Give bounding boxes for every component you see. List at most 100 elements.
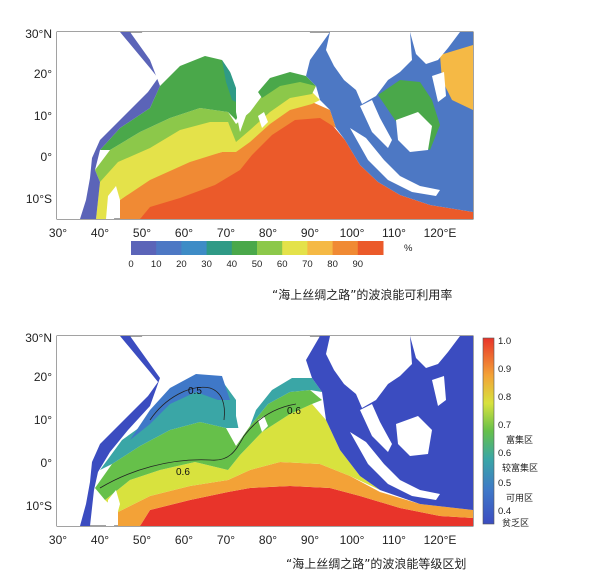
map1-colorbar-tick: 30 <box>201 259 212 270</box>
zone-label-rich: 富集区 <box>506 434 533 446</box>
map1-lon-label: 100° <box>340 226 365 240</box>
map1-colorbar-swatch <box>181 241 208 255</box>
map1-lon-label: 30° <box>49 226 67 240</box>
map1-colorbar-ticks: 0 10 20 30 40 50 60 70 80 90 <box>128 259 363 270</box>
map2-lon-label: 30° <box>49 533 67 547</box>
map2-field-green <box>95 390 322 500</box>
map2-lat-label: 10° <box>34 413 52 427</box>
map-wave-energy-grade-zoning: 0.5 0.6 0.6 30°N 20° 10° 0° 10°S 30° 40°… <box>25 331 538 547</box>
map2-lat-label: 10°S <box>26 499 52 513</box>
map2-colorbar-ticks: 1.0 0.9 0.8 0.7 0.6 0.5 0.4 <box>498 336 511 517</box>
map1-land-borneo <box>396 112 432 152</box>
map1-colorbar-tick: 0 <box>128 259 133 270</box>
map1-lat-labels: 30°N 20° 10° 0° 10°S <box>25 27 52 206</box>
map2-colorbar-tick: 0.7 <box>498 420 511 431</box>
map1-field-green <box>100 56 316 150</box>
map1-colorbar-swatch <box>131 241 157 255</box>
map2-land-borneo <box>396 416 432 456</box>
map1-lat-label: 10°S <box>26 192 52 206</box>
map1-lon-label: 60° <box>175 226 193 240</box>
map2-land-philippines-china <box>410 336 460 406</box>
map2-field-blue-arabian <box>130 374 230 440</box>
map1-caption: “海上丝绸之路”的波浪能可利用率 <box>272 288 453 302</box>
map2-lon-label: 70° <box>217 533 235 547</box>
map2-zone-labels: 富集区 较富集区 可用区 贫乏区 <box>502 434 538 529</box>
map1-lon-label: 50° <box>133 226 151 240</box>
map2-land-madagascar <box>106 490 120 526</box>
map2-land-indochina <box>326 336 412 408</box>
map1-land-africa-arabia <box>57 32 158 219</box>
map2-lon-label: 60° <box>175 533 193 547</box>
map1-colorbar <box>131 241 384 255</box>
map1-colorbar-tick: 50 <box>252 259 263 270</box>
zone-label-poor: 贫乏区 <box>502 517 529 529</box>
map2-contour-label: 0.5 <box>188 386 202 397</box>
map2-field-red <box>140 486 473 526</box>
map1-colorbar-swatch <box>206 241 233 255</box>
map1-lon-label: 90° <box>301 226 319 240</box>
map1-colorbar-swatch <box>357 241 384 255</box>
map1-colorbar-swatch <box>307 241 334 255</box>
map1-colorbar-swatch <box>332 241 359 255</box>
map1-lon-label: 120°E <box>424 226 457 240</box>
map1-field-orange <box>120 102 336 219</box>
map2-lon-label: 80° <box>259 533 277 547</box>
map1-colorbar-swatch <box>282 241 308 255</box>
map1-colorbar-tick: 60 <box>277 259 288 270</box>
map1-land-sumatra-java <box>350 128 440 196</box>
map1-lat-label: 20° <box>34 67 52 81</box>
map2-contour-label: 0.6 <box>287 406 301 417</box>
map2-contour-label: 0.6 <box>176 467 190 478</box>
map1-land-india <box>228 32 310 132</box>
map1-land-arabia-persia <box>142 32 232 58</box>
map2-land-arabia-persia <box>142 336 232 362</box>
map1-lon-label: 40° <box>91 226 109 240</box>
map1-lon-label: 80° <box>259 226 277 240</box>
map2-colorbar-tick: 0.6 <box>498 448 511 459</box>
map1-land-malay <box>360 100 392 148</box>
map-wave-energy-availability: 30°N 20° 10° 0° 10°S 30° 40° 50° 60° 70°… <box>25 27 474 270</box>
map1-colorbar-tick: 10 <box>151 259 162 270</box>
map2-field-orange <box>118 462 473 526</box>
map1-lat-label: 0° <box>41 150 53 164</box>
map1-colorbar-swatch <box>257 241 283 255</box>
map2-lat-label: 30°N <box>25 331 52 345</box>
map2-lon-label: 40° <box>91 533 109 547</box>
map1-lat-label: 10° <box>34 109 52 123</box>
map2-land-sumatra-java <box>350 432 440 500</box>
map1-colorbar-swatch <box>156 241 182 255</box>
map2-colorbar-tick: 0.8 <box>498 392 511 403</box>
map2-colorbar-tick: 0.4 <box>498 506 511 517</box>
map1-field-red <box>140 110 473 219</box>
map1-colorbar-tick: 70 <box>302 259 313 270</box>
map2-land-india <box>228 336 310 436</box>
map1-colorbar-tick: 90 <box>353 259 364 270</box>
map1-field-lime <box>95 80 316 182</box>
map2-land-malay <box>360 404 392 452</box>
zone-label-fairly-rich: 较富集区 <box>502 462 538 474</box>
map1-land-philippines-china <box>410 32 460 102</box>
map2-field-yellow <box>105 404 380 512</box>
map1-colorbar-swatch <box>231 241 258 255</box>
map1-lon-label: 110° <box>382 226 406 240</box>
map2-colorbar <box>482 337 495 525</box>
map2-lat-label: 20° <box>34 370 52 384</box>
map1-land-indochina <box>326 32 412 104</box>
map2-lon-label: 110° <box>382 533 406 547</box>
map2-lon-label: 120°E <box>424 533 457 547</box>
map1-lat-label: 30°N <box>25 27 52 41</box>
map2-lat-label: 0° <box>41 456 53 470</box>
map2-colorbar-tick: 0.5 <box>498 478 511 489</box>
map2-lon-labels: 30° 40° 50° 60° 70° 80° 90° 100° 110° 12… <box>49 533 456 547</box>
map2-land-sri-lanka <box>258 416 268 432</box>
map2-lon-label: 90° <box>301 533 319 547</box>
map1-lon-labels: 30° 40° 50° 60° 70° 80° 90° 100° 110° 12… <box>49 226 456 240</box>
map2-caption: “海上丝绸之路”的波浪能等级区划 <box>286 557 467 571</box>
map2-colorbar-tick: 0.9 <box>498 364 511 375</box>
map2-lat-labels: 30°N 20° 10° 0° 10°S <box>25 331 52 513</box>
map1-pacific-orange <box>440 45 473 110</box>
map1-colorbar-tick: 20 <box>176 259 187 270</box>
map1-colorbar-unit: % <box>404 243 413 254</box>
map1-colorbar-tick: 80 <box>327 259 338 270</box>
